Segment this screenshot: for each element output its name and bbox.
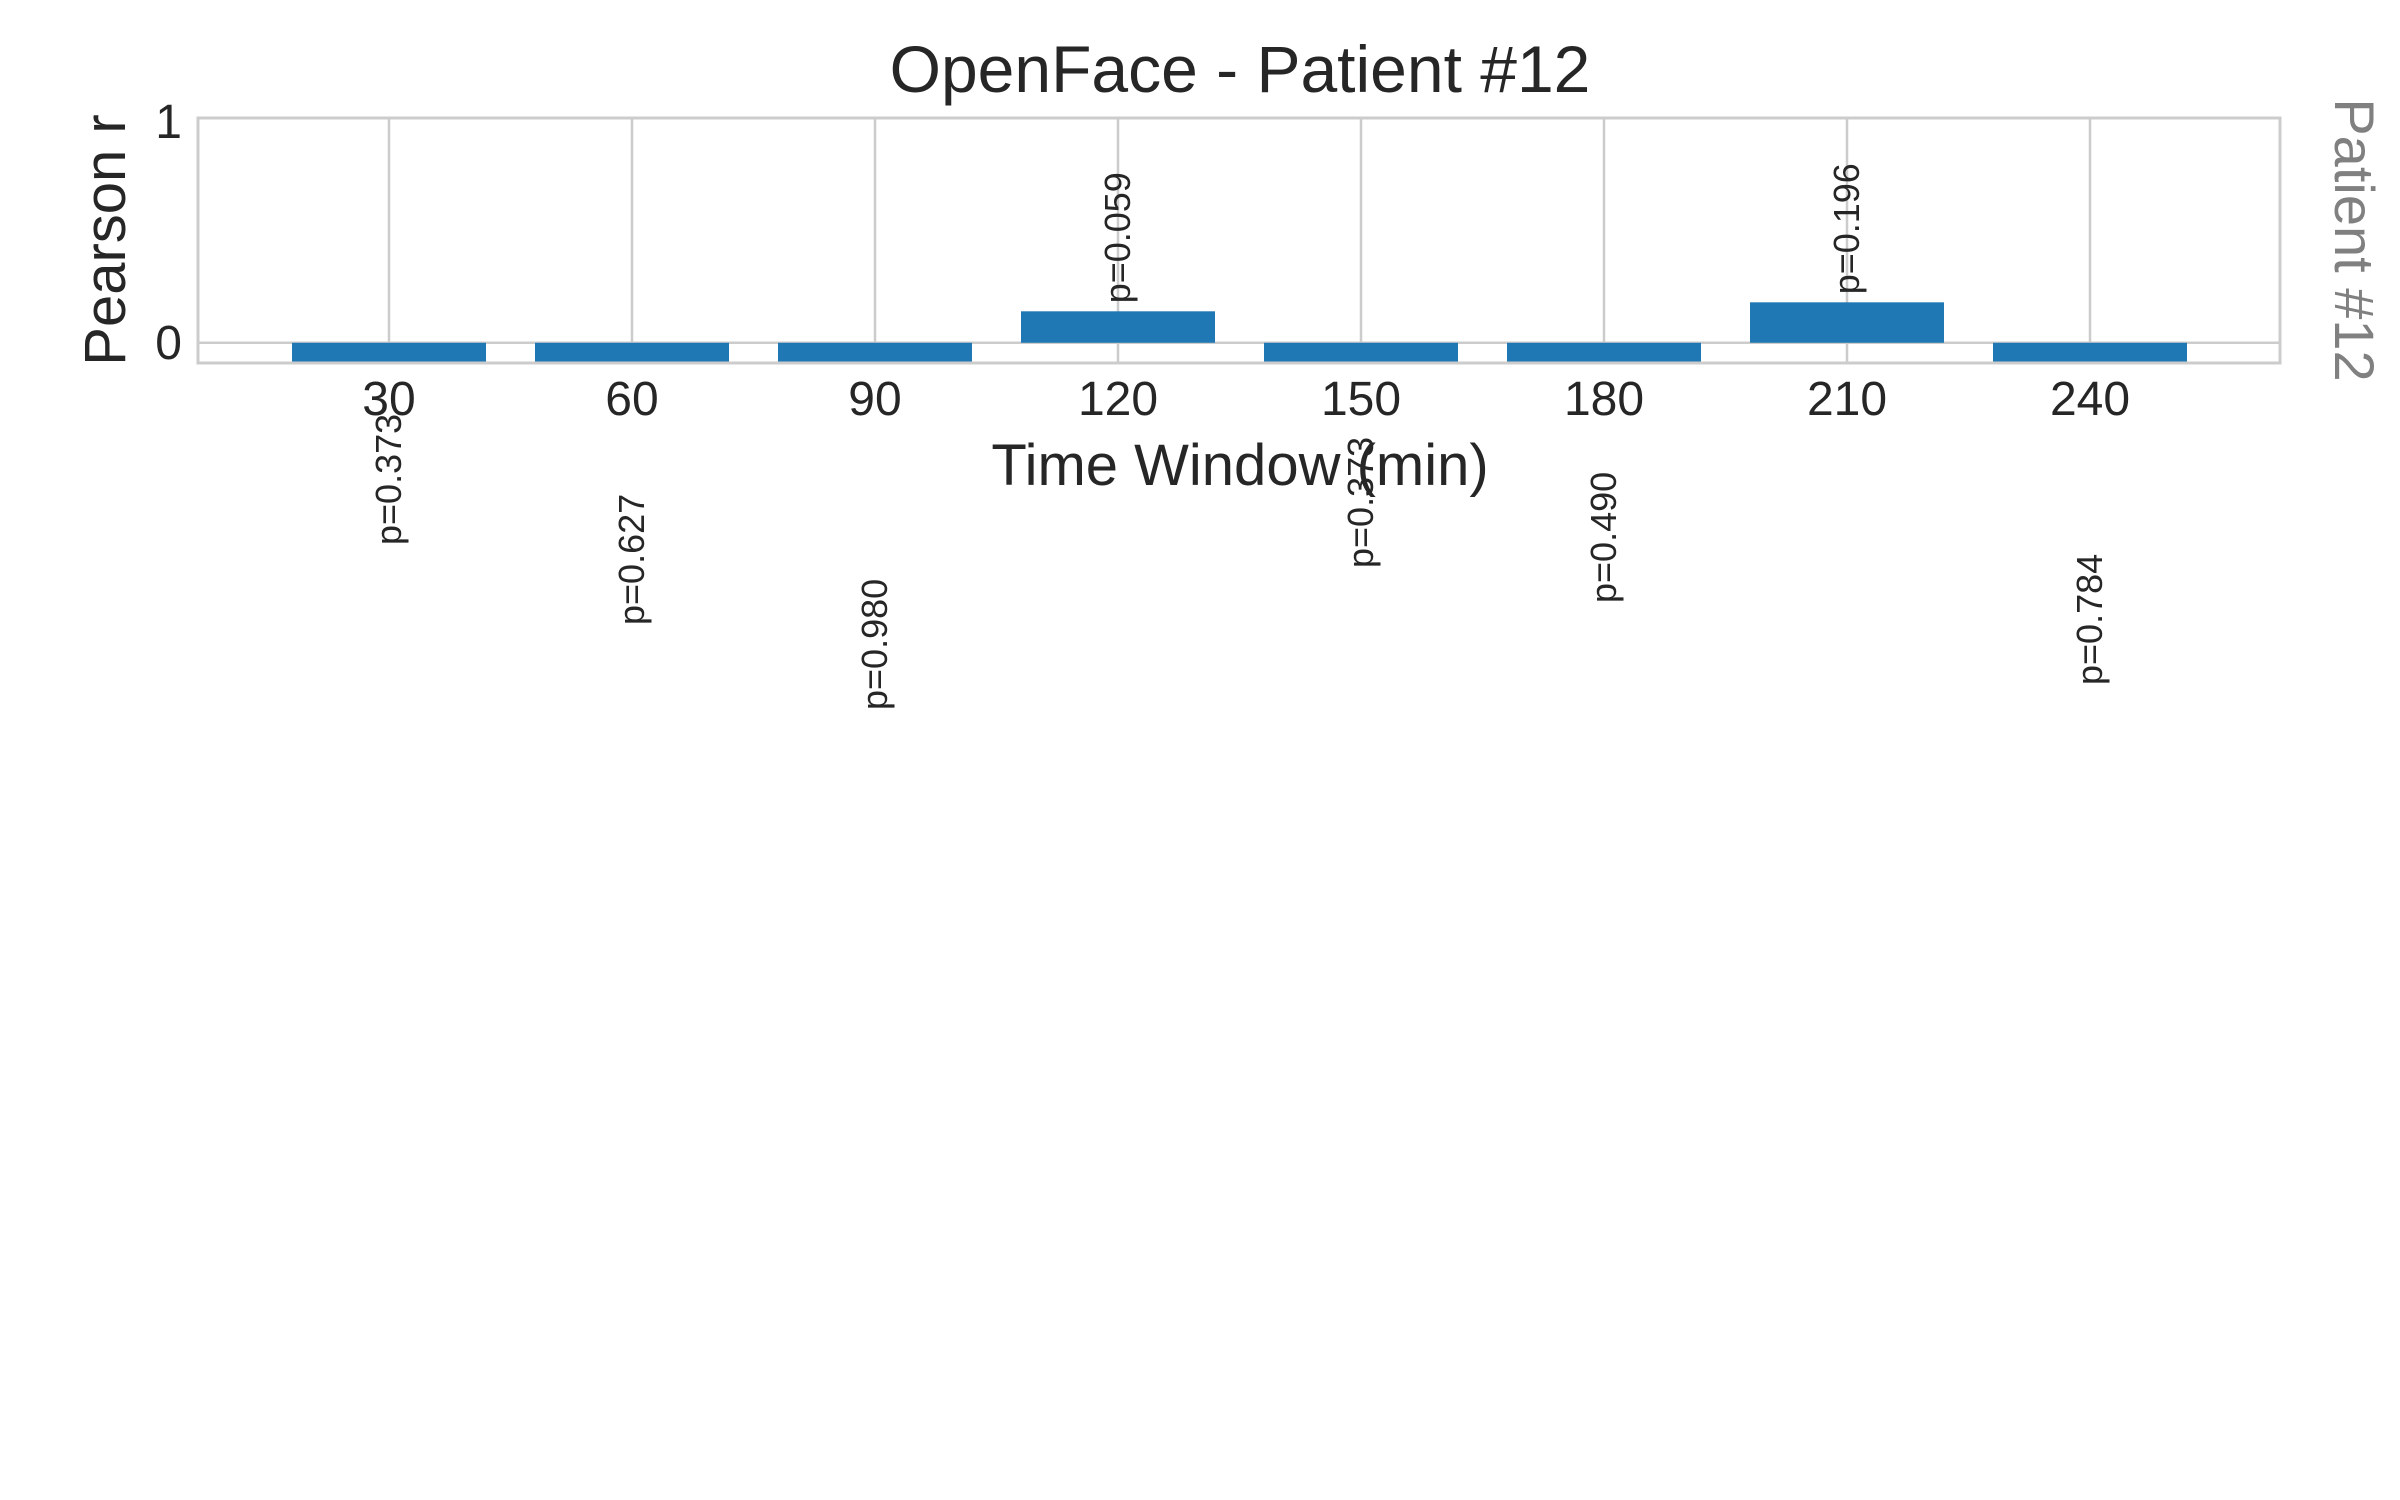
p-value-label: p=0.627: [611, 494, 652, 625]
bar: [778, 342, 972, 363]
bar: [1750, 302, 1944, 343]
bar: [1021, 311, 1215, 343]
x-axis-label: Time Window (min): [991, 433, 1488, 498]
x-tick-label: 210: [1807, 373, 1887, 426]
p-value-label: p=0.373: [368, 414, 409, 545]
bar: [535, 342, 729, 363]
x-tick-label: 240: [2050, 373, 2130, 426]
p-value-label: p=0.196: [1826, 163, 1867, 294]
x-tick-label: 150: [1321, 373, 1401, 426]
x-tick-label: 120: [1078, 373, 1158, 426]
bar-layer: [292, 302, 2187, 363]
grid-layer: [198, 116, 2280, 363]
plot-frame: [196, 116, 2282, 365]
y-tick-label: 0: [155, 317, 182, 370]
label-layer: 30p=0.37360p=0.62790p=0.980120p=0.059150…: [362, 163, 2130, 710]
x-tick-label: 60: [605, 373, 658, 426]
x-tick-label: 30: [362, 373, 415, 426]
bar: [292, 342, 486, 363]
bar: [1264, 342, 1458, 363]
side-panel-label: Patient #12: [2323, 98, 2386, 381]
p-value-label: p=0.373: [1340, 437, 1381, 568]
x-tick-label: 180: [1564, 373, 1644, 426]
bar: [1993, 342, 2187, 363]
p-value-label: p=0.059: [1097, 172, 1138, 303]
bar: [1507, 342, 1701, 363]
x-tick-label: 90: [848, 373, 901, 426]
p-value-label: p=0.490: [1583, 472, 1624, 603]
p-value-label: p=0.980: [854, 579, 895, 710]
y-tick-label: 1: [155, 96, 182, 149]
p-value-label: p=0.784: [2069, 554, 2110, 685]
y-axis-label: Pearson r: [73, 114, 138, 365]
chart-title: OpenFace - Patient #12: [890, 32, 1591, 106]
